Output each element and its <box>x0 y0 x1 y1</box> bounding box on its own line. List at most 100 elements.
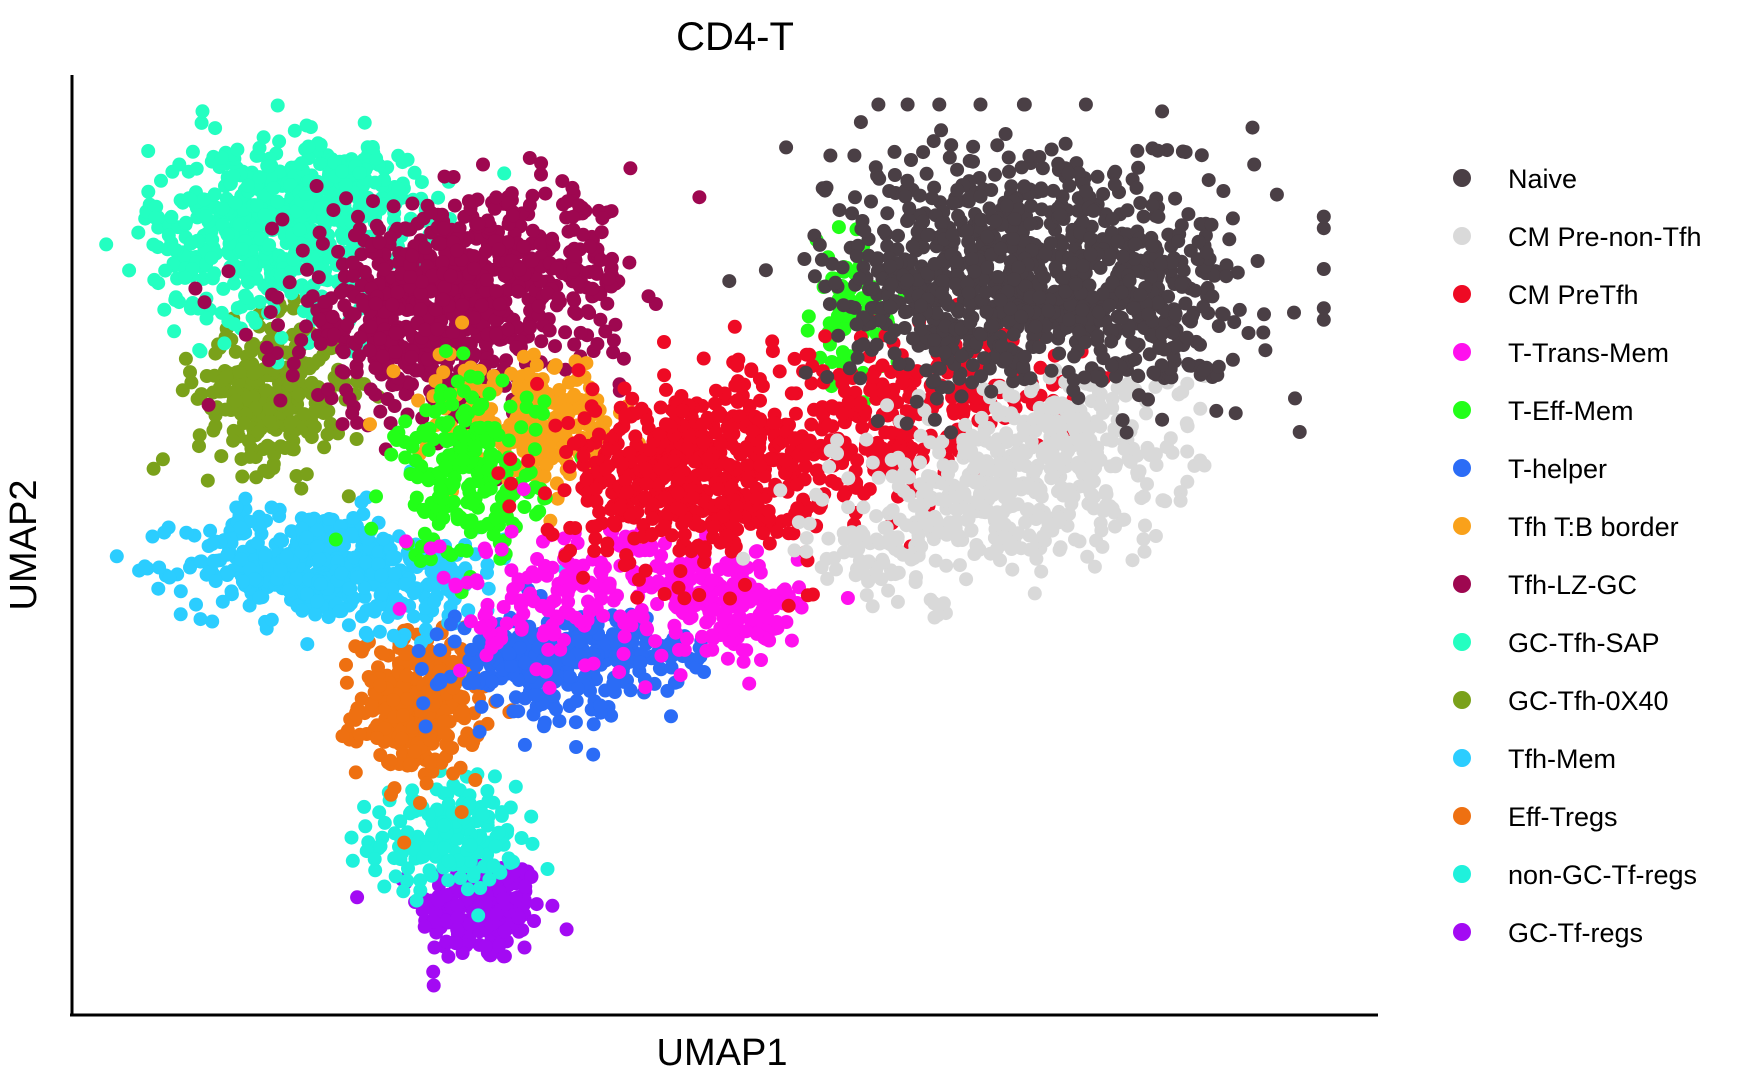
point-t-helper <box>593 698 608 713</box>
point-gc-tf-regs <box>559 922 574 937</box>
point-tfh-lz-gc <box>373 404 388 419</box>
point-tfh-mem <box>418 622 433 637</box>
point-cm-pretfh <box>503 452 518 467</box>
point-eff-tregs <box>400 692 415 707</box>
point-tfh-mem <box>310 523 325 538</box>
point-gc-tfh-0x40 <box>235 469 250 484</box>
point-tfh-lz-gc <box>265 221 279 236</box>
point-tfh-lz-gc <box>571 198 586 213</box>
point-tfh-mem <box>162 570 177 585</box>
point-tfh-lz-gc <box>388 326 403 341</box>
point-cm-pretfh <box>740 474 755 489</box>
point-tfh-mem <box>342 581 357 596</box>
point-gc-tf-regs <box>450 911 465 925</box>
point-t-helper <box>464 642 479 657</box>
point-cm-pretfh <box>659 382 673 397</box>
point-cm-pretfh <box>658 417 673 432</box>
point-tfh-mem <box>295 603 310 618</box>
point-gc-tfh-0x40 <box>304 375 319 390</box>
point-gc-tfh-0x40 <box>292 387 306 402</box>
point-t-trans-mem <box>504 563 519 578</box>
point-tfh-mem <box>242 598 257 613</box>
point-gc-tf-regs <box>496 891 511 906</box>
point-non-gc-tf-regs <box>506 854 520 869</box>
point-tfh-t-b-border <box>548 358 563 373</box>
point-tfh-lz-gc <box>386 199 401 214</box>
point-gc-tfh-0x40 <box>258 383 273 398</box>
point-gc-tfh-sap <box>164 209 179 224</box>
point-t-helper <box>443 617 458 632</box>
point-t-eff-mem <box>501 433 516 448</box>
point-tfh-mem <box>360 628 375 643</box>
point-gc-tfh-sap <box>141 144 156 158</box>
point-tfh-lz-gc <box>390 285 405 300</box>
point-eff-tregs <box>371 660 385 675</box>
point-t-trans-mem <box>639 620 654 635</box>
point-tfh-mem <box>250 535 265 550</box>
point-t-eff-mem <box>441 448 456 463</box>
point-eff-tregs <box>402 757 417 772</box>
point-gc-tfh-0x40 <box>200 473 215 488</box>
point-gc-tfh-sap <box>299 118 314 133</box>
point-non-gc-tf-regs <box>413 873 428 888</box>
point-t-eff-mem <box>364 521 379 536</box>
point-tfh-lz-gc <box>509 340 524 355</box>
point-t-helper <box>414 662 429 676</box>
point-non-gc-tf-regs <box>377 815 392 830</box>
point-tfh-mem <box>376 531 391 546</box>
point-tfh-lz-gc <box>566 291 581 306</box>
point-cm-pretfh <box>606 515 621 530</box>
point-non-gc-tf-regs <box>387 851 402 866</box>
point-tfh-lz-gc <box>443 268 458 283</box>
point-tfh-mem <box>480 557 495 572</box>
point-gc-tfh-sap <box>214 150 229 165</box>
point-cm-pretfh <box>566 436 581 451</box>
point-tfh-lz-gc <box>337 298 352 313</box>
point-gc-tfh-0x40 <box>178 351 193 366</box>
point-gc-tfh-sap <box>205 232 220 247</box>
scatter-points <box>99 97 1331 993</box>
point-t-eff-mem <box>409 490 424 505</box>
point-gc-tfh-sap <box>189 161 204 176</box>
point-tfh-mem <box>229 500 244 515</box>
point-non-gc-tf-regs <box>373 839 388 854</box>
point-t-eff-mem <box>389 433 404 447</box>
point-gc-tfh-0x40 <box>241 434 256 449</box>
point-t-trans-mem <box>494 542 509 557</box>
point-cm-pretfh <box>653 461 668 476</box>
point-tfh-mem <box>238 491 253 506</box>
point-gc-tfh-0x40 <box>273 439 288 454</box>
point-t-eff-mem <box>529 507 543 522</box>
point-tfh-lz-gc <box>449 243 464 258</box>
point-cm-pretfh <box>695 417 710 432</box>
point-tfh-lz-gc <box>377 262 392 277</box>
point-t-helper <box>502 646 517 661</box>
point-gc-tf-regs <box>478 939 493 954</box>
point-gc-tfh-0x40 <box>214 449 229 464</box>
point-gc-tfh-sap <box>335 164 349 179</box>
point-cm-pretfh <box>713 535 728 550</box>
point-t-trans-mem <box>448 577 463 592</box>
point-cm-pretfh <box>588 531 603 546</box>
point-tfh-lz-gc <box>315 236 330 251</box>
point-t-eff-mem <box>328 532 343 547</box>
point-t-trans-mem <box>588 600 603 615</box>
point-tfh-lz-gc <box>573 325 588 340</box>
point-t-trans-mem <box>541 642 556 657</box>
point-t-helper <box>466 676 481 691</box>
point-t-trans-mem <box>616 646 631 661</box>
point-non-gc-tf-regs <box>372 805 387 820</box>
point-eff-tregs <box>354 691 369 706</box>
point-t-trans-mem <box>699 643 714 658</box>
point-gc-tf-regs <box>529 897 544 912</box>
point-gc-tfh-sap <box>391 181 406 196</box>
point-non-gc-tf-regs <box>393 814 408 829</box>
point-t-trans-mem <box>535 598 550 613</box>
point-cm-pretfh <box>619 485 634 500</box>
point-tfh-mem <box>427 594 442 609</box>
point-gc-tfh-sap <box>183 236 198 251</box>
point-eff-tregs <box>397 835 412 850</box>
point-tfh-lz-gc <box>476 157 490 172</box>
point-tfh-lz-gc <box>501 322 515 337</box>
point-cm-pretfh <box>502 499 517 514</box>
